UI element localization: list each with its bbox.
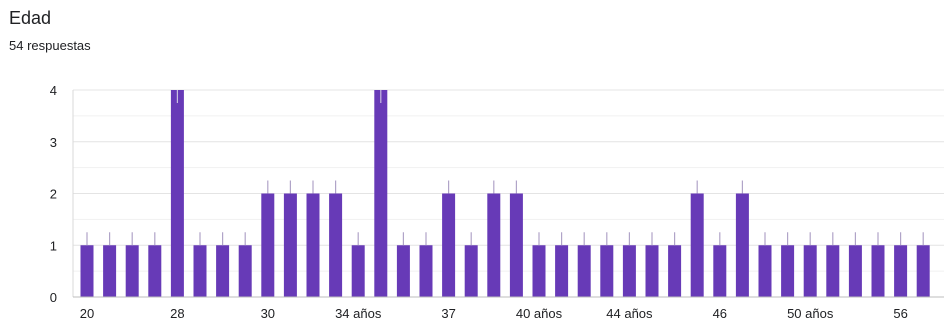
bar [803,245,817,297]
chart-title: Edad [9,8,52,28]
bar [487,193,501,297]
y-tick-label: 1 [50,238,57,253]
x-tick-label: 20 [80,306,94,320]
bar [80,245,94,297]
bar [645,245,659,297]
bar [193,245,207,297]
x-tick-label: 46 [713,306,727,320]
bar [442,193,456,297]
x-tick-label: 40 años [516,306,563,320]
bar [690,193,704,297]
x-tick-label: 50 años [787,306,834,320]
x-tick-label: 34 años [335,306,382,320]
bar [622,245,636,297]
bar [216,245,230,297]
bar [758,245,772,297]
bar [170,90,184,297]
x-tick-label: 44 años [606,306,653,320]
bar [871,245,885,297]
bar [826,245,840,297]
bar [509,193,523,297]
bar [238,245,252,297]
bar [532,245,546,297]
x-tick-label: 56 [893,306,907,320]
bar [283,193,297,297]
bar [713,245,727,297]
bar [125,245,139,297]
bar [329,193,343,297]
bar [781,245,795,297]
y-tick-label: 2 [50,187,57,202]
bar [916,245,930,297]
bar [735,193,749,297]
bar [848,245,862,297]
y-tick-label: 4 [50,83,57,98]
x-tick-label: 28 [170,306,184,320]
bar [464,245,478,297]
bar [261,193,275,297]
bar [351,245,365,297]
bar [577,245,591,297]
y-tick-label: 0 [50,290,57,305]
bar [555,245,569,297]
bar [374,90,388,297]
bar [103,245,117,297]
bar [306,193,320,297]
x-tick-label: 37 [441,306,455,320]
bar [419,245,433,297]
bar [894,245,908,297]
x-tick-label: 30 [261,306,275,320]
bar [668,245,682,297]
y-tick-label: 3 [50,135,57,150]
bar [600,245,614,297]
response-count: 54 respuestas [9,38,91,53]
bar [148,245,162,297]
bar [396,245,410,297]
